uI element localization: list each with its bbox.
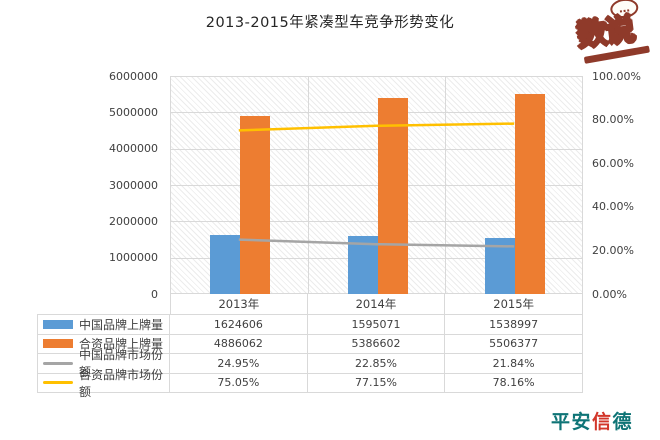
bar-china-brand [347, 236, 378, 294]
left-axis-tick-label: 6000000 [109, 69, 158, 83]
footer-logo-part2: 信 [591, 411, 613, 433]
table-value-cell: 5386602 [307, 334, 446, 354]
gridline-vertical [307, 77, 309, 293]
table-value-cell: 78.16% [445, 373, 583, 393]
gridline-horizontal [171, 221, 582, 223]
line-series [238, 122, 515, 132]
chart-title: 2013-2015年紧凑型车竞争形势变化 [205, 15, 455, 31]
right-axis-tick-label: 20.00% [592, 243, 634, 257]
legend-item: 合资品牌上牌量 [37, 334, 170, 354]
left-axis-tick-label: 3000000 [109, 178, 158, 192]
right-axis-tick-label: 40.00% [592, 200, 634, 214]
left-axis-tick-label: 4000000 [109, 142, 158, 156]
left-axis-tick-label: 5000000 [109, 105, 158, 119]
category-label: 2014年 [307, 294, 446, 315]
footer-logo-part3: 德 [612, 411, 633, 433]
legend-item: 中国品牌上牌量 [37, 315, 170, 335]
table-value-cell: 21.84% [445, 354, 583, 374]
legend-label: 合资品牌市场份额 [79, 367, 164, 399]
stamp-logo-text: 数说 [574, 11, 636, 55]
table-value-cell: 4886062 [170, 334, 308, 354]
table-value-cell: 1538997 [445, 315, 583, 335]
table-value-cell: 1624606 [170, 315, 308, 335]
bar-joint-venture [377, 98, 408, 294]
line-series-layer [238, 122, 515, 248]
plot-area [170, 76, 583, 294]
table-value-cell: 24.95% [170, 354, 308, 374]
legend-line-swatch-icon [43, 361, 73, 365]
table-corner-cell [37, 294, 170, 315]
line-series [238, 238, 515, 248]
gridline-horizontal [171, 185, 582, 186]
bar-joint-venture [239, 116, 270, 294]
legend-label: 中国品牌市场份额 [79, 348, 164, 380]
right-axis-tick-label: 80.00% [592, 113, 634, 127]
table-value-cell: 1595071 [307, 315, 446, 335]
category-label: 2013年 [170, 294, 308, 315]
category-label: 2015年 [445, 294, 583, 315]
watermark-stamp: … 数说 [574, 0, 660, 66]
legend-bar-swatch-icon [43, 339, 73, 349]
legend-bar-swatch-icon [43, 319, 73, 329]
footer-logo-part1: 平安 [550, 411, 592, 433]
legend-item: 中国品牌市场份额 [37, 348, 170, 379]
right-axis-tick-label: 0.00% [592, 287, 627, 301]
gridline-vertical [445, 77, 447, 293]
gridline-horizontal [171, 148, 582, 150]
gridline-horizontal [171, 112, 582, 114]
right-axis-tick-label: 60.00% [592, 156, 634, 170]
table-value-cell: 22.85% [307, 354, 446, 374]
left-axis-tick-label: 1000000 [109, 251, 158, 265]
footer-logo: 平安信德 [551, 407, 633, 434]
right-axis-tick-label: 100.00% [592, 69, 641, 83]
legend-line-swatch-icon [43, 381, 73, 385]
left-axis-tick-label: 2000000 [109, 214, 158, 228]
table-value-cell: 77.15% [307, 373, 446, 393]
legend-label: 合资品牌上牌量 [79, 337, 164, 352]
left-axis-tick-label: 0 [151, 287, 158, 301]
table-value-cell: 5506377 [445, 334, 583, 354]
legend-label: 中国品牌上牌量 [79, 317, 164, 332]
bar-joint-venture [515, 93, 546, 294]
table-value-cell: 75.05% [170, 373, 308, 393]
legend-item: 合资品牌市场份额 [37, 368, 170, 399]
bar-china-brand [209, 234, 240, 294]
